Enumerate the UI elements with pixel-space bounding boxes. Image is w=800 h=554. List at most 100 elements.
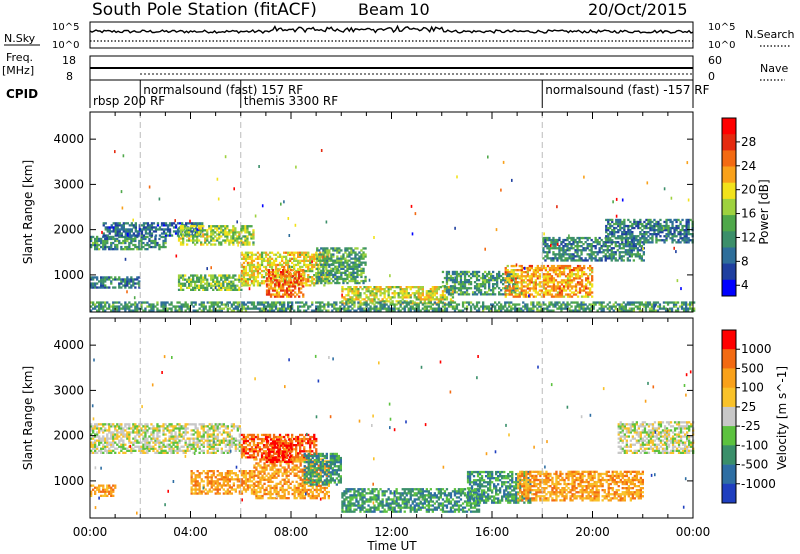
power-cell bbox=[520, 307, 523, 310]
power-cell bbox=[381, 303, 384, 306]
power-cell bbox=[469, 281, 473, 284]
power-cell bbox=[291, 303, 294, 306]
power-cell bbox=[118, 305, 121, 308]
velocity-cell bbox=[100, 441, 103, 444]
power-cell bbox=[148, 224, 152, 227]
power-cell bbox=[451, 307, 455, 310]
power-cell bbox=[209, 227, 212, 231]
power-cell bbox=[134, 226, 137, 229]
power-cell bbox=[317, 305, 320, 308]
power-cell bbox=[128, 243, 131, 247]
power-cell bbox=[389, 301, 392, 304]
power-cell bbox=[160, 224, 164, 227]
power-cell bbox=[293, 263, 296, 267]
power-cell bbox=[301, 301, 304, 304]
power-cell bbox=[421, 298, 424, 301]
power-cell bbox=[473, 291, 477, 294]
power-cell bbox=[655, 239, 658, 242]
power-cell bbox=[492, 276, 495, 280]
power-cell bbox=[354, 251, 357, 254]
power-cell bbox=[126, 305, 129, 308]
power-cell bbox=[256, 263, 260, 267]
power-cell bbox=[582, 236, 585, 240]
power-cell bbox=[148, 232, 152, 235]
power-cell bbox=[508, 272, 511, 276]
power-cell bbox=[530, 267, 533, 270]
power-cell bbox=[156, 243, 159, 247]
power-cell bbox=[560, 309, 563, 312]
power-cell bbox=[286, 275, 289, 278]
power-cell bbox=[461, 291, 465, 294]
velocity-cell bbox=[102, 443, 105, 446]
power-cell bbox=[548, 249, 551, 252]
power-cell bbox=[467, 283, 471, 286]
power-cell bbox=[150, 222, 154, 225]
power-cell bbox=[589, 264, 592, 268]
power-cell bbox=[90, 245, 93, 249]
power-cell bbox=[632, 303, 635, 306]
power-cell bbox=[302, 277, 305, 280]
power-cell bbox=[126, 278, 129, 281]
velocity-cell bbox=[90, 443, 93, 446]
power-cell bbox=[132, 232, 135, 235]
power-cell bbox=[350, 249, 353, 252]
power-cell bbox=[552, 251, 555, 254]
power-cell bbox=[198, 227, 201, 230]
power-cell bbox=[586, 305, 589, 308]
power-cell bbox=[453, 289, 457, 292]
power-cell bbox=[365, 294, 368, 297]
power-cell bbox=[429, 292, 432, 295]
power-cell bbox=[654, 301, 658, 304]
power-cell bbox=[498, 309, 501, 312]
power-cell bbox=[148, 309, 151, 312]
power-cell bbox=[295, 259, 298, 262]
power-cell bbox=[554, 287, 558, 290]
power-cell bbox=[655, 224, 658, 228]
power-cell bbox=[598, 307, 601, 310]
power-cell bbox=[502, 279, 505, 282]
power-cell bbox=[615, 231, 618, 234]
power-cell bbox=[433, 294, 436, 297]
power-cell bbox=[332, 273, 335, 277]
power-cell bbox=[252, 278, 256, 281]
power-cell bbox=[96, 239, 99, 243]
power-cell bbox=[526, 307, 529, 310]
power-cell bbox=[425, 290, 428, 293]
power-cell bbox=[421, 290, 424, 293]
power-cell bbox=[633, 226, 636, 230]
power-cell bbox=[346, 247, 349, 250]
power-cell bbox=[232, 286, 235, 289]
power-cell bbox=[281, 255, 284, 258]
power-cell bbox=[98, 239, 101, 243]
power-cell bbox=[184, 309, 187, 312]
power-cell bbox=[128, 232, 131, 235]
power-cell bbox=[584, 236, 587, 240]
power-cell bbox=[92, 243, 95, 247]
power-cell bbox=[385, 298, 388, 301]
power-cell bbox=[198, 233, 201, 236]
power-cell bbox=[558, 236, 561, 240]
power-cell bbox=[132, 239, 135, 243]
power-cell bbox=[649, 220, 652, 224]
power-cell bbox=[687, 224, 690, 228]
power-cell bbox=[293, 255, 296, 258]
power-cell bbox=[322, 267, 325, 270]
power-cell bbox=[244, 251, 248, 254]
power-cell bbox=[490, 303, 493, 306]
power-cell bbox=[383, 307, 386, 310]
power-cell bbox=[395, 292, 398, 295]
power-cell bbox=[166, 226, 170, 229]
power-cell bbox=[305, 309, 308, 312]
power-cell bbox=[451, 293, 455, 296]
power-cell bbox=[112, 237, 115, 241]
power-cell bbox=[465, 272, 469, 276]
power-cell bbox=[276, 263, 280, 267]
power-cell bbox=[623, 233, 626, 236]
power-cell bbox=[309, 269, 312, 273]
power-cell bbox=[582, 243, 585, 246]
power-cell bbox=[377, 309, 380, 312]
power-cell bbox=[627, 224, 630, 228]
power-cell bbox=[401, 298, 404, 301]
power-cell bbox=[542, 303, 545, 306]
power-cell bbox=[516, 285, 519, 288]
